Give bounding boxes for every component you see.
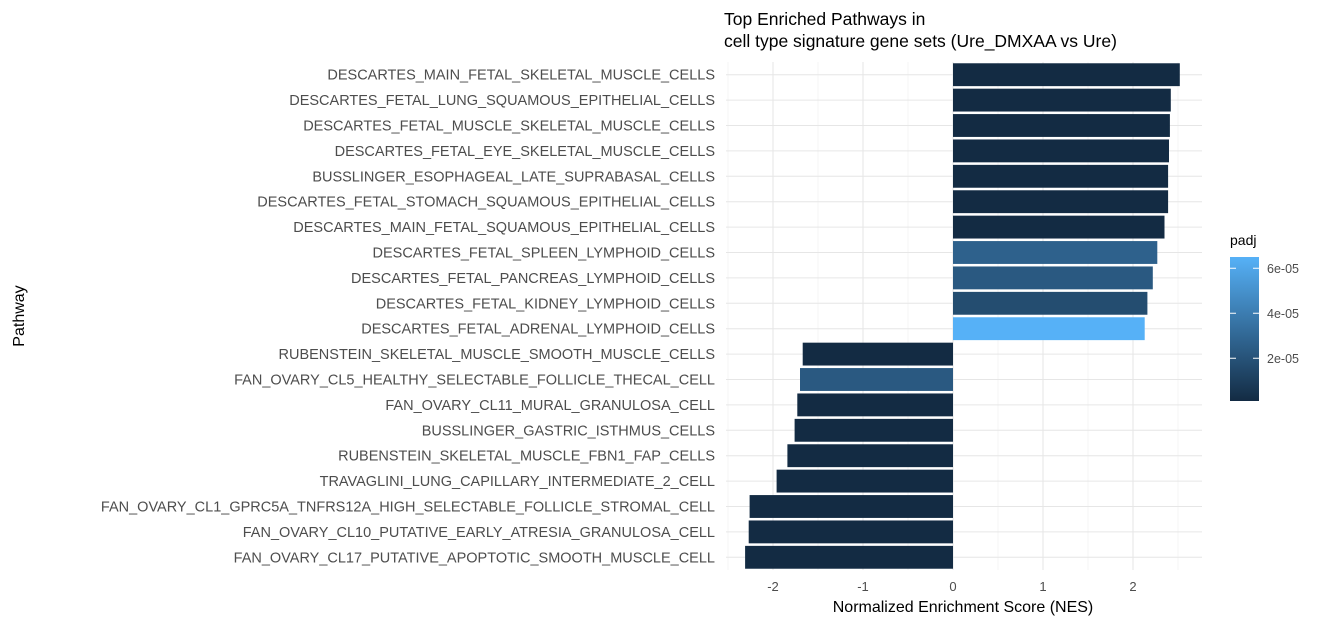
legend-title: padj	[1230, 232, 1256, 248]
bar	[953, 215, 1165, 239]
x-axis-ticks: -2 -1 0 1 2	[767, 579, 1136, 594]
chart-title-line-1: Top Enriched Pathways in	[724, 9, 925, 29]
pathway-label: FAN_OVARY_CL1_GPRC5A_TNFRS12A_HIGH_SELEC…	[101, 500, 715, 516]
pathway-label: DESCARTES_FETAL_LUNG_SQUAMOUS_EPITHELIAL…	[289, 93, 715, 109]
bar	[953, 190, 1169, 214]
y-axis-title: Pathway	[11, 285, 28, 346]
legend-tick-label: 6e-05	[1267, 262, 1299, 276]
bar	[953, 317, 1145, 341]
bar	[953, 88, 1171, 112]
pathway-label: RUBENSTEIN_SKELETAL_MUSCLE_FBN1_FAP_CELL…	[338, 449, 715, 465]
bar	[953, 291, 1148, 315]
legend-tick-label: 4e-05	[1267, 307, 1299, 321]
pathway-label: DESCARTES_FETAL_KIDNEY_LYMPHOID_CELLS	[376, 296, 715, 312]
pathway-label: RUBENSTEIN_SKELETAL_MUSCLE_SMOOTH_MUSCLE…	[279, 347, 715, 363]
bar	[776, 469, 953, 493]
plot-grid	[726, 62, 1202, 570]
pathway-label: DESCARTES_MAIN_FETAL_SQUAMOUS_EPITHELIAL…	[293, 220, 715, 236]
bar	[802, 342, 953, 366]
bar	[953, 114, 1170, 137]
bar	[787, 444, 953, 468]
bar	[953, 241, 1158, 264]
pathway-label: BUSSLINGER_ESOPHAGEAL_LATE_SUPRABASAL_CE…	[312, 169, 715, 185]
x-axis-title: Normalized Enrichment Score (NES)	[833, 599, 1094, 616]
pathway-label: FAN_OVARY_CL5_HEALTHY_SELECTABLE_FOLLICL…	[234, 373, 715, 389]
bar	[794, 418, 953, 442]
pathway-label: FAN_OVARY_CL11_MURAL_GRANULOSA_CELL	[385, 398, 715, 414]
pathway-label: TRAVAGLINI_LUNG_CAPILLARY_INTERMEDIATE_2…	[320, 474, 715, 490]
bar	[748, 520, 953, 544]
bar	[749, 495, 953, 518]
pathway-label: DESCARTES_FETAL_MUSCLE_SKELETAL_MUSCLE_C…	[303, 119, 715, 135]
bar	[797, 393, 953, 417]
padj-legend: padj 2e-05 4e-05 6e-05	[1230, 232, 1299, 401]
legend-ticks: 2e-05 4e-05 6e-05	[1230, 262, 1299, 366]
x-tick-label: 2	[1129, 579, 1136, 594]
chart-title-line-2: cell type signature gene sets (Ure_DMXAA…	[724, 31, 1117, 52]
x-tick-label: -1	[857, 579, 869, 594]
pathway-label: DESCARTES_FETAL_ADRENAL_LYMPHOID_CELLS	[361, 322, 715, 338]
pathway-labels: DESCARTES_MAIN_FETAL_SKELETAL_MUSCLE_CEL…	[101, 68, 715, 567]
bar	[745, 545, 953, 569]
legend-colorbar	[1230, 257, 1259, 401]
pathway-label: DESCARTES_FETAL_EYE_SKELETAL_MUSCLE_CELL…	[335, 144, 715, 160]
bar	[953, 63, 1180, 87]
pathway-label: DESCARTES_FETAL_STOMACH_SQUAMOUS_EPITHEL…	[257, 195, 715, 211]
pathway-label: DESCARTES_FETAL_PANCREAS_LYMPHOID_CELLS	[351, 271, 715, 287]
bar	[800, 368, 953, 391]
bar	[953, 266, 1153, 290]
bar	[953, 139, 1169, 163]
pathway-label: DESCARTES_FETAL_SPLEEN_LYMPHOID_CELLS	[373, 246, 716, 262]
bars	[745, 63, 1180, 569]
pathway-label: FAN_OVARY_CL17_PUTATIVE_APOPTOTIC_SMOOTH…	[234, 550, 715, 566]
bar	[953, 164, 1169, 188]
x-tick-label: 1	[1039, 579, 1046, 594]
pathway-label: FAN_OVARY_CL10_PUTATIVE_EARLY_ATRESIA_GR…	[243, 525, 715, 541]
x-tick-label: 0	[949, 579, 956, 594]
legend-tick-label: 2e-05	[1267, 352, 1299, 366]
pathway-label: DESCARTES_MAIN_FETAL_SKELETAL_MUSCLE_CEL…	[327, 68, 715, 84]
x-tick-label: -2	[767, 579, 779, 594]
pathway-label: BUSSLINGER_GASTRIC_ISTHMUS_CELLS	[422, 423, 715, 439]
